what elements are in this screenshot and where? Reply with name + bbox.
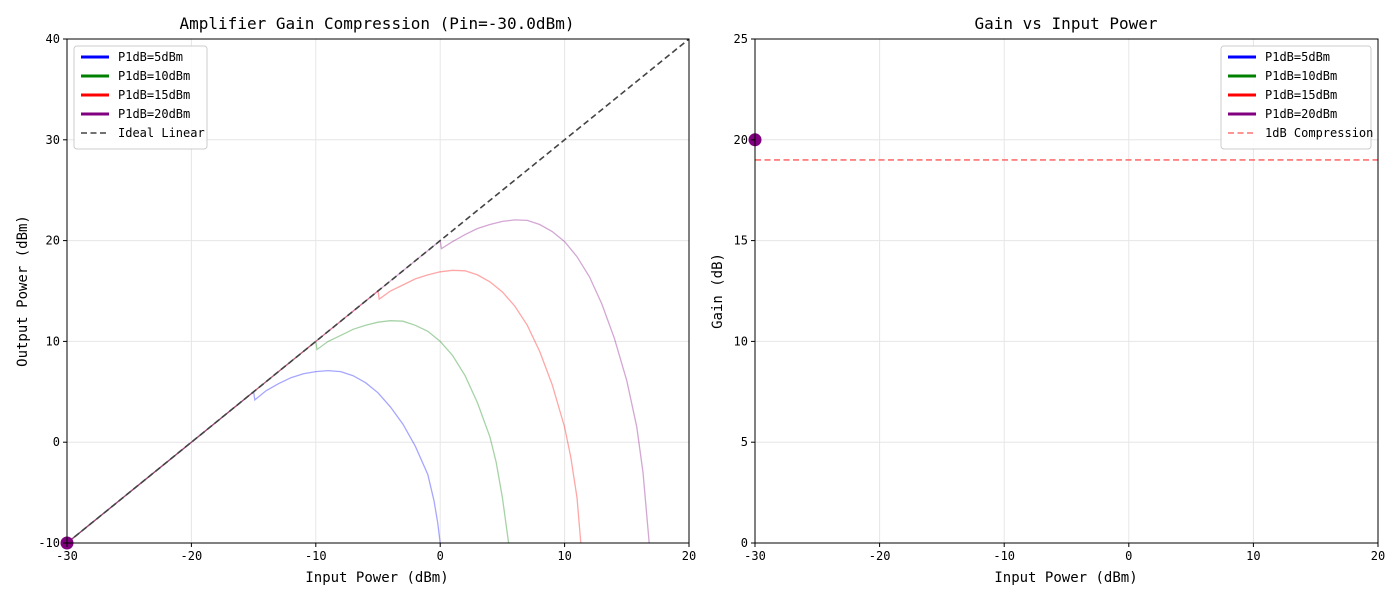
axes-frame xyxy=(66,38,690,544)
legend: P1dB=5dBm P1dB=10dBm P1dB=15dBm P1dB=20dBm 1… xyxy=(1220,45,1373,150)
x-tick-label: 10 xyxy=(1246,549,1260,563)
x-tick-label: 10 xyxy=(557,549,571,563)
gain-compression-chart: Amplifier Gain Compression (Pin=-30.0dBm… xyxy=(15,14,696,586)
x-tick-label: -10 xyxy=(305,549,327,563)
chart-title: Amplifier Gain Compression (Pin=-30.0dBm… xyxy=(180,14,575,33)
y-tick-label: 10 xyxy=(46,334,60,348)
legend-label: P1dB=15dBm xyxy=(118,88,190,102)
x-tick-label: -20 xyxy=(181,549,203,563)
x-tick-label: -30 xyxy=(744,549,766,563)
y-tick-label: 5 xyxy=(741,435,748,449)
legend-label: P1dB=20dBm xyxy=(118,107,190,121)
legend-label: P1dB=5dBm xyxy=(1265,50,1330,64)
x-axis-label: Input Power (dBm) xyxy=(305,570,448,586)
y-axis-label: Output Power (dBm) xyxy=(15,215,31,367)
legend-label: Ideal Linear xyxy=(118,126,205,140)
ideal-linear-line xyxy=(67,39,689,543)
gain-vs-input-chart: Gain vs Input Power Input Power (dBm) Ga… xyxy=(710,14,1385,586)
y-tick-label: 20 xyxy=(734,133,748,147)
x-tick-label: 0 xyxy=(437,549,444,563)
y-tick-label: 20 xyxy=(46,234,60,248)
legend-label: P1dB=10dBm xyxy=(1265,69,1337,83)
series-line-4 xyxy=(67,219,650,543)
series-line-1 xyxy=(67,369,441,543)
x-tick-label: 20 xyxy=(682,549,696,563)
chart-title: Gain vs Input Power xyxy=(974,14,1157,33)
y-tick-label: 0 xyxy=(741,536,748,550)
x-tick-label: 0 xyxy=(1125,549,1132,563)
series-line-3 xyxy=(67,269,582,543)
legend-label: P1dB=10dBm xyxy=(118,69,190,83)
axes-frame xyxy=(754,38,1379,544)
x-tick-label: -10 xyxy=(993,549,1015,563)
y-tick-label: 40 xyxy=(46,32,60,46)
legend-label: P1dB=20dBm xyxy=(1265,107,1337,121)
x-tick-label: 20 xyxy=(1371,549,1385,563)
y-tick-label: 15 xyxy=(734,234,748,248)
y-tick-label: 25 xyxy=(734,32,748,46)
legend-box xyxy=(73,45,208,150)
legend-label: P1dB=5dBm xyxy=(118,50,183,64)
x-tick-label: -30 xyxy=(56,549,78,563)
legend-label: P1dB=15dBm xyxy=(1265,88,1337,102)
y-axis-label: Gain (dB) xyxy=(710,253,726,329)
y-tick-label: -10 xyxy=(38,536,60,550)
y-tick-label: 0 xyxy=(53,435,60,449)
series-line-2 xyxy=(67,320,510,543)
legend-box xyxy=(1220,45,1372,150)
y-tick-label: 10 xyxy=(734,334,748,348)
legend-label: 1dB Compression xyxy=(1265,126,1373,140)
legend: P1dB=5dBm P1dB=10dBm P1dB=15dBm P1dB=20dBm I… xyxy=(73,45,208,150)
x-axis-label: Input Power (dBm) xyxy=(994,570,1137,586)
y-tick-label: 30 xyxy=(46,133,60,147)
plot-area xyxy=(67,39,689,543)
x-tick-label: -20 xyxy=(869,549,891,563)
